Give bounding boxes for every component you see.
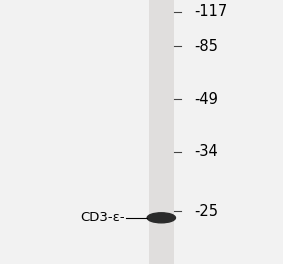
Text: -25: -25	[194, 204, 218, 219]
Bar	[149, 0, 174, 264]
Text: CD3-ε-: CD3-ε-	[80, 211, 125, 224]
Text: -49: -49	[194, 92, 218, 106]
Text: -85: -85	[194, 39, 218, 54]
Text: -117: -117	[194, 4, 227, 19]
Text: -34: -34	[194, 144, 218, 159]
Ellipse shape	[147, 213, 175, 223]
